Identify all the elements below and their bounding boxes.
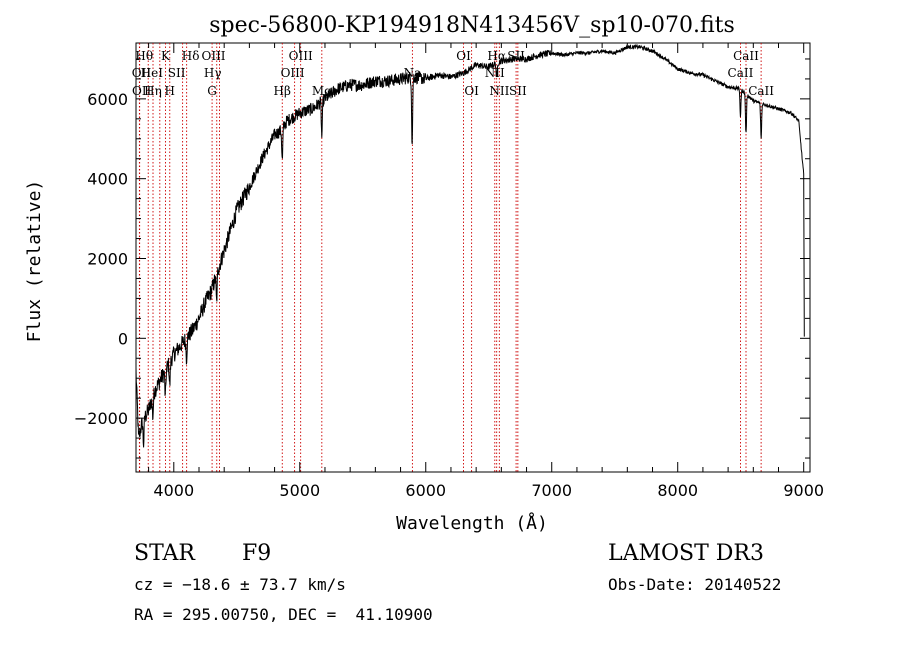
line-label: Hη xyxy=(144,84,162,98)
x-tick-label: 7000 xyxy=(531,481,572,500)
line-label: CaII xyxy=(748,84,774,98)
line-label: G xyxy=(207,84,217,98)
line-label: SII xyxy=(168,66,186,80)
spectrum-curve xyxy=(135,43,805,448)
line-label: Hδ xyxy=(182,49,200,63)
coords-text: RA = 295.00750, DEC = 41.10900 xyxy=(134,605,433,624)
line-label: NII xyxy=(489,84,509,98)
y-axis-label: Flux (relative) xyxy=(24,180,45,343)
plot-border xyxy=(135,42,811,473)
plot-frame xyxy=(135,42,811,473)
line-label: H xyxy=(165,84,175,98)
x-tick-label: 6000 xyxy=(405,481,446,500)
line-label: OIII xyxy=(289,49,313,63)
x-axis-label: Wavelength (Å) xyxy=(396,512,548,534)
x-tick-label: 4000 xyxy=(153,481,194,500)
line-label: K xyxy=(161,49,171,63)
line-label: OII xyxy=(132,84,152,98)
line-label: OI xyxy=(456,49,471,63)
line-label: CaII xyxy=(733,49,759,63)
line-label: HeI xyxy=(141,66,164,80)
y-tick-label: 6000 xyxy=(87,90,128,109)
line-label: SII xyxy=(509,84,527,98)
line-label: OII xyxy=(132,66,152,80)
x-axis-ticks: 4000 5000 6000 7000 8000 9000 xyxy=(148,43,824,500)
line-label: Hγ xyxy=(204,66,222,80)
redshift-text: cz = −18.6 ± 73.7 km/s xyxy=(134,575,346,594)
obs-date-text: Obs-Date: 20140522 xyxy=(608,575,781,594)
line-label: Hθ xyxy=(135,49,153,63)
line-label: Hβ xyxy=(274,84,291,98)
chart-title: spec-56800-KP194918N413456V_sp10-070.fit… xyxy=(209,13,735,38)
y-tick-label: 4000 xyxy=(87,170,128,189)
line-label: NII xyxy=(485,66,505,80)
line-label: CaII xyxy=(728,66,754,80)
line-label: OIII xyxy=(201,49,225,63)
y-axis-ticks: −2000 0 2000 4000 6000 xyxy=(74,58,810,459)
y-tick-label: 2000 xyxy=(87,249,128,268)
line-label: OI xyxy=(464,84,479,98)
object-subclass: F9 xyxy=(242,541,271,566)
survey-name: LAMOST DR3 xyxy=(608,541,764,566)
y-tick-label: −2000 xyxy=(74,409,128,428)
spectral-line-labels: HθOIIOIIHηHeIKHSIIHδGHγOIIIHβOIIIOIIIMgN… xyxy=(132,49,775,98)
spectral-line-markers xyxy=(138,43,762,472)
object-class: STAR xyxy=(134,541,196,566)
x-tick-label: 9000 xyxy=(783,481,824,500)
line-label: OIII xyxy=(281,66,305,80)
y-tick-label: 0 xyxy=(118,329,128,348)
x-tick-label: 8000 xyxy=(657,481,698,500)
x-tick-label: 5000 xyxy=(279,481,320,500)
